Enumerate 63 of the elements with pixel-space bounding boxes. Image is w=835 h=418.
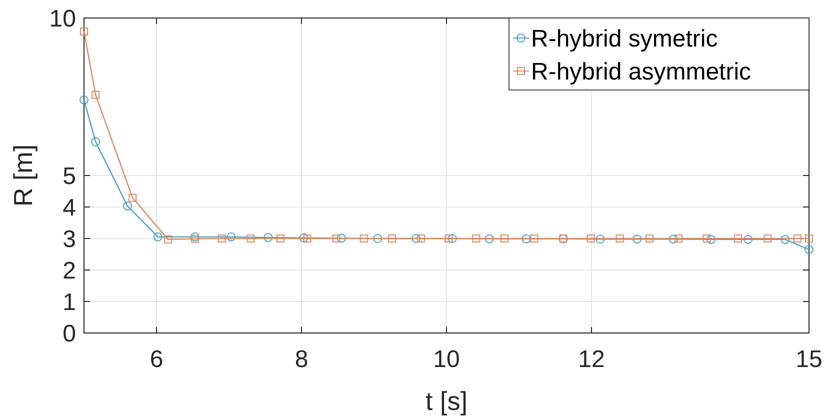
y-tick-label: 3: [62, 226, 76, 253]
point: [299, 233, 308, 242]
point: [388, 234, 396, 242]
legend-label: R-hybrid asymmetric: [531, 58, 752, 86]
point: [632, 234, 642, 244]
point: [190, 232, 200, 242]
point: [702, 234, 711, 242]
x-axis-title: t [s]: [426, 386, 468, 416]
point: [360, 234, 368, 242]
x-tick-label: 10: [433, 346, 460, 373]
point: [303, 234, 312, 242]
point: [586, 234, 595, 242]
point: [734, 234, 742, 242]
point: [336, 234, 346, 243]
y-axis-title: R [m]: [8, 144, 38, 207]
x-tick-label: 15: [796, 346, 822, 373]
point: [332, 234, 340, 242]
point: [764, 234, 772, 242]
x-tick-label: 12: [578, 346, 605, 373]
point: [706, 234, 716, 244]
point: [164, 235, 172, 244]
point: [674, 234, 682, 242]
point: [92, 90, 100, 99]
point: [472, 234, 480, 242]
y-tick-label: 1: [62, 288, 76, 316]
point: [444, 234, 453, 242]
point: [530, 234, 538, 242]
point: [153, 232, 162, 242]
point: [780, 234, 790, 244]
point: [646, 234, 654, 242]
point: [128, 194, 137, 202]
point: [276, 234, 284, 242]
y-tick-label: 0: [62, 320, 76, 348]
point: [190, 234, 199, 243]
point: [668, 234, 678, 244]
point: [80, 28, 88, 36]
point: [91, 137, 100, 146]
point: [80, 95, 88, 104]
y-tick-label: 10: [49, 5, 76, 32]
x-tick-label: 8: [294, 346, 308, 373]
point: [246, 234, 255, 242]
point: [484, 234, 494, 244]
point: [522, 234, 531, 244]
point: [373, 234, 382, 243]
y-tick-label: 2: [62, 257, 76, 284]
point: [805, 234, 813, 242]
point: [218, 234, 226, 242]
y-tick-label: 5: [62, 162, 76, 190]
point: [226, 232, 236, 242]
point: [417, 234, 426, 242]
point: [616, 234, 624, 242]
point: [804, 245, 814, 254]
point: [744, 234, 753, 244]
point: [412, 234, 421, 243]
point: [793, 234, 802, 242]
point: [596, 234, 605, 244]
point: [264, 233, 273, 242]
legend-label: R-hybrid symetric: [531, 25, 718, 52]
point: [500, 234, 508, 242]
point: [123, 202, 132, 211]
x-tick-label: 6: [150, 346, 164, 373]
point: [448, 234, 457, 243]
y-tick-label: 4: [62, 194, 76, 222]
